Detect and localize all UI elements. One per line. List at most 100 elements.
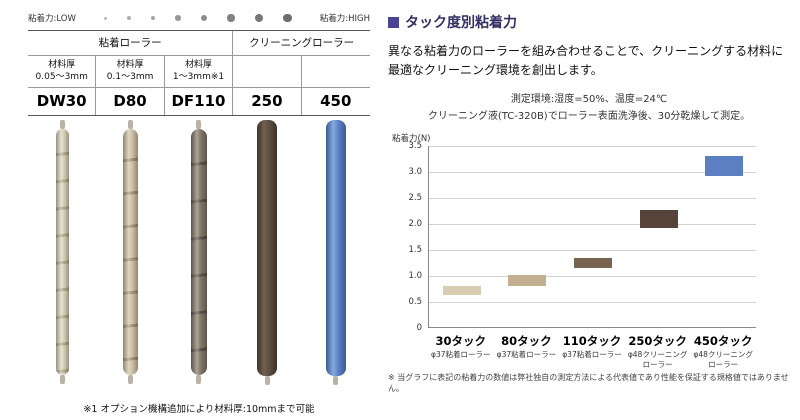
tack-dot [126,16,131,20]
tack-scale-high-label: 粘着力:HIGH [319,14,370,24]
thickness-title: 材料厚 [48,60,76,70]
gridline [429,250,756,252]
thickness-cell [301,56,370,89]
thickness-cell: 材料厚 0.05〜3mm [28,56,97,89]
y-tick-zero: 0 [416,323,422,334]
x-category: 250タック φ48クリーニング ローラー [625,333,691,370]
x-category: 450タック φ48クリーニング ローラー [690,333,756,370]
tack-scale: 粘着力:LOW 粘着力:HIGH [28,12,370,30]
bar-30タック [442,285,481,295]
y-axis-label: 粘着力(N) [392,134,431,145]
roller-bottom-pin [59,375,65,385]
roller-bottom-pin [128,375,134,385]
x-category: 110タック φ37粘着ローラー [559,333,625,370]
roller-lineup-panel: 粘着力:LOW 粘着力:HIGH 粘着ローラー クリーニングローラー 材料厚 0.… [28,12,370,415]
y-tick-label: 1.0 [408,271,422,282]
roller-dw30 [28,120,96,392]
x-category-label: 110タック [562,334,622,349]
thickness-cell: 材料厚 0.1〜3mm [96,56,165,89]
x-category-sublabel: φ37粘着ローラー [496,350,557,360]
roller-body [123,129,139,376]
thickness-cell [233,56,302,89]
tack-chart-panel: タック度別粘着力 異なる粘着力のローラーを組み合わせることで、クリーニングする材… [388,12,790,394]
gridline [429,198,756,200]
chart-x-labels: 30タック φ37粘着ローラー 80タック φ37粘着ローラー 110タック φ37粘着ロ… [428,333,756,370]
roller-top-pin [196,120,202,130]
roller-df110 [165,120,233,392]
chart-plot-area [428,146,756,329]
roller-250 [233,120,301,392]
chart-footnote: ※ 当グラフに表記の粘着力の数値は弊社独自の測定方法による代表値であり性能を保証… [388,373,789,394]
y-tick-label: 2.5 [408,193,422,204]
thickness-row: 材料厚 0.05〜3mm 材料厚 0.1〜3mm 材料厚 1〜3mm※1 [28,56,370,89]
measurement-conditions: 測定環境:湿度=50%、温度=24℃ クリーニング液(TC-320B)でローラー… [388,92,790,125]
gridline [429,146,756,148]
group-cleaning-rollers: クリーニングローラー [249,37,355,49]
measurement-conditions-line2: クリーニング液(TC-320B)でローラー表面洗浄後、30分乾燥して測定。 [427,110,751,122]
x-category-label: 250タック [628,334,687,349]
thickness-value: 1〜3mm※1 [172,72,225,83]
x-category-sublabel: φ37粘着ローラー [562,350,622,360]
y-tick-label: 3.5 [408,141,422,152]
heading-square-icon [388,16,399,28]
roller-top-pin [128,120,134,130]
x-category-sublabel: φ48クリーニング ローラー [627,350,688,369]
model-row: DW30 D80 DF110 250 450 [28,88,370,116]
model-name: 450 [320,92,352,111]
tack-dot [282,13,292,23]
thickness-title: 材料厚 [184,60,212,70]
y-tick-label: 2.0 [408,219,422,230]
roller-bottom-pin [196,375,202,385]
x-category-label: 450タック [693,334,753,349]
y-tick-label: 3.0 [408,167,422,178]
measurement-conditions-line1: 測定環境:湿度=50%、温度=24℃ [510,94,668,106]
tack-dot [254,13,263,23]
gridline [429,172,756,174]
bar-250タック [639,210,678,229]
section-heading-label: タック度別粘着力 [405,15,517,31]
x-category: 30タック φ37粘着ローラー [428,333,494,370]
gridline [429,276,756,278]
thickness-title: 材料厚 [116,60,144,70]
roller-bottom-pin [264,376,270,386]
thickness-value: 0.05〜3mm [35,72,88,83]
tack-dot [150,15,156,21]
section-description: 異なる粘着力のローラーを組み合わせることで、クリーニングする材料に最適なクリーニ… [388,44,784,77]
model-name: DF110 [165,88,234,116]
roller-body [55,129,69,376]
x-category-label: 80タック [501,334,552,349]
roller-450 [302,120,370,392]
roller-body [257,120,278,377]
thickness-option-note: ※1 オプション機構追加により材料厚:10mmまで可能 [83,404,315,416]
model-name: DW30 [28,88,97,116]
x-category-label: 30タック [435,334,487,349]
gridline [429,302,756,304]
bar-80タック [508,275,547,286]
model-name: D80 [96,88,165,116]
tack-scale-low-label: 粘着力:LOW [28,14,76,24]
tack-dot [200,14,208,22]
tack-dot [227,14,235,22]
x-category-sublabel: φ48クリーニング ローラー [693,350,753,369]
tack-dot [175,15,181,21]
roller-d80 [96,120,164,392]
x-category: 80タック φ37粘着ローラー [494,333,560,370]
bar-450タック [705,155,744,177]
roller-body [190,129,207,376]
y-tick-label: 0.5 [408,297,422,308]
gridline [429,224,756,226]
thickness-cell: 材料厚 1〜3mm※1 [164,56,234,89]
tack-dot [103,16,107,20]
roller-spec-table: 粘着ローラー クリーニングローラー 材料厚 0.05〜3mm 材料厚 0.1〜3mm 材… [28,30,370,117]
roller-top-pin [59,120,65,130]
x-category-sublabel: φ37粘着ローラー [431,350,491,360]
roller-body [325,120,346,377]
roller-bottom-pin [333,376,339,386]
spec-group-row: 粘着ローラー クリーニングローラー [28,31,370,56]
y-tick-label: 1.5 [408,245,422,256]
bar-110タック [574,258,612,269]
roller-images [28,120,370,392]
tack-bar-chart: 粘着力(N) 30タック φ37粘着ローラー 80タック φ37粘着ローラー 110タッ… [388,132,790,369]
section-heading: タック度別粘着力 [388,12,790,32]
